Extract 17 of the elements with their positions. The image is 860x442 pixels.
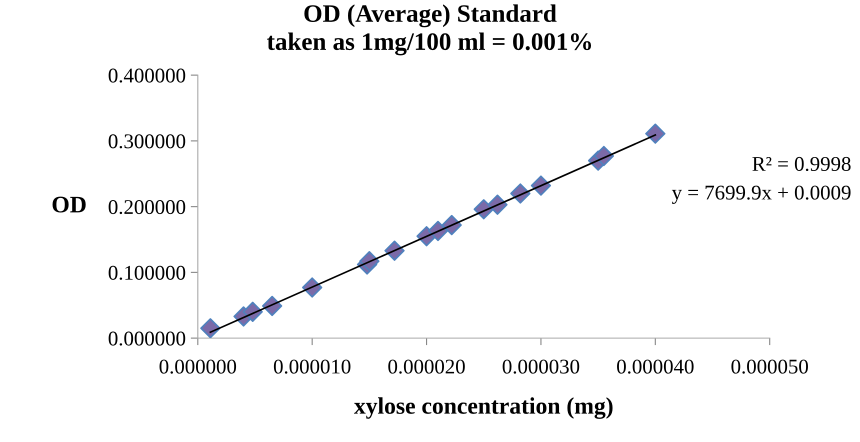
y-axis-title: OD <box>52 196 86 213</box>
x-tick-label: 0.000010 <box>274 360 350 374</box>
y-tick-label: 0.300000 <box>108 134 186 148</box>
y-tick-label: 0.000000 <box>108 332 186 346</box>
x-tick-label: 0.000000 <box>160 360 236 374</box>
x-tick-label: 0.000020 <box>388 360 465 374</box>
x-tick-label: 0.000040 <box>617 360 694 374</box>
annotation: y = 7699.9x + 0.0009 <box>672 186 851 204</box>
point <box>645 124 666 144</box>
annotation: R² = 0.9998 <box>752 156 851 172</box>
x-tick-label: 0.000050 <box>731 360 808 374</box>
x-axis-title: xylose concentration (mg) <box>354 397 613 419</box>
y-tick-label: 0.400000 <box>108 68 186 83</box>
x-tick-label: 0.000030 <box>502 360 580 374</box>
y-tick-label: 0.200000 <box>108 200 186 214</box>
chart-title: OD (Average) Standard taken as 1mg/100 ml = 0.001% <box>267 4 592 56</box>
y-tick-label: 0.100000 <box>108 266 186 280</box>
